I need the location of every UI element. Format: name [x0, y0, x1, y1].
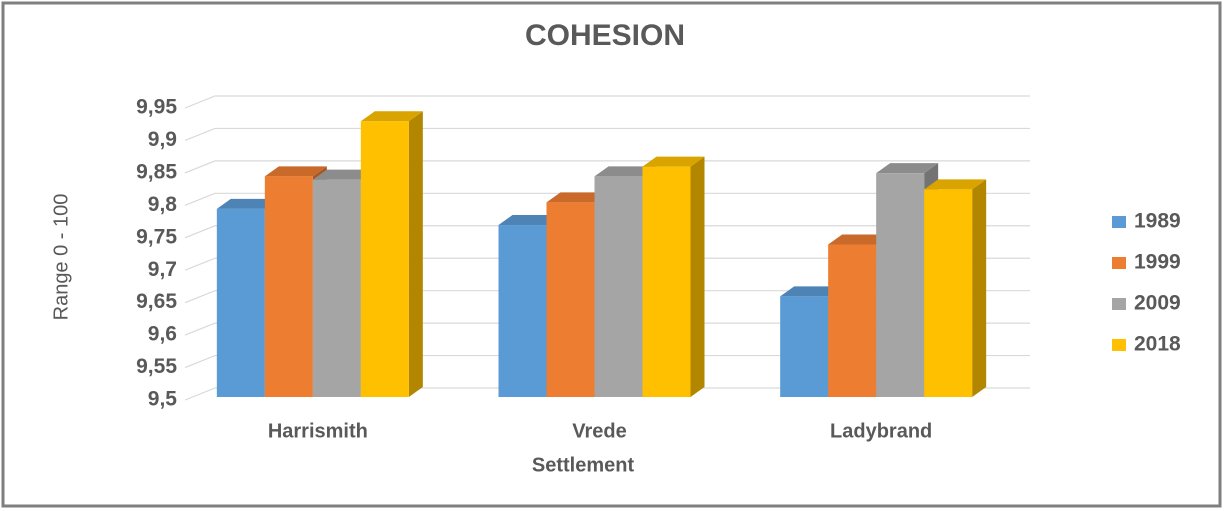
x-tick-label: Harrismith	[268, 420, 368, 442]
grid-line	[184, 160, 1030, 174]
x-tick-label: Vrede	[572, 420, 626, 442]
y-axis-title: Range 0 - 100	[50, 194, 72, 321]
legend-label: 2009	[1134, 292, 1181, 315]
bar-top	[876, 163, 939, 174]
legend-label: 2018	[1134, 333, 1181, 356]
bar-top	[546, 192, 609, 203]
bar	[546, 202, 595, 397]
grid-line	[184, 127, 1030, 142]
bar	[312, 179, 361, 397]
bar-top	[924, 179, 987, 190]
bar	[216, 208, 265, 397]
y-tick-label: 9,85	[136, 160, 177, 183]
y-tick-label: 9,55	[136, 355, 177, 378]
bar	[828, 244, 877, 397]
y-tick-label: 9,6	[148, 323, 177, 346]
bar-side	[408, 111, 423, 397]
bar-top	[360, 111, 423, 122]
bar	[360, 121, 409, 397]
bar-top	[312, 169, 375, 180]
legend-label: 1999	[1134, 251, 1181, 274]
y-tick-label: 9,65	[136, 290, 177, 313]
bar	[924, 189, 973, 397]
bar-top	[828, 234, 891, 245]
grid-line	[184, 192, 1030, 206]
bar	[594, 176, 643, 397]
legend-swatch	[1112, 298, 1126, 310]
grid-line	[184, 290, 1030, 304]
grid-line	[184, 322, 1030, 336]
bar-side	[690, 156, 705, 397]
legend-label: 1989	[1134, 210, 1181, 233]
bar-top	[216, 198, 279, 209]
x-tick-label: Ladybrand	[830, 420, 932, 442]
bar-top	[498, 215, 561, 226]
grid-line	[184, 225, 1030, 239]
y-tick-label: 9,75	[136, 225, 177, 248]
legend-swatch	[1112, 216, 1126, 228]
y-tick-label: 9,8	[148, 193, 178, 216]
y-tick-label: 9,7	[148, 258, 177, 281]
legend-swatch	[1112, 339, 1126, 351]
x-axis-title: Settlement	[532, 454, 635, 476]
bar-side	[972, 179, 987, 397]
bar	[498, 225, 547, 397]
bar	[642, 166, 691, 397]
bar	[264, 176, 313, 397]
grid-line	[184, 354, 1030, 369]
y-tick-label: 9,5	[148, 388, 178, 411]
bar-top	[594, 166, 657, 177]
grid-line	[184, 257, 1030, 271]
chart-title: COHESION	[525, 19, 685, 52]
y-tick-label: 9,95	[136, 96, 177, 119]
grid-line	[184, 95, 1030, 109]
y-tick-label: 9,9	[148, 128, 177, 151]
grid-line	[184, 387, 1030, 401]
bar-top	[642, 156, 705, 167]
bar	[876, 173, 925, 397]
legend-swatch	[1112, 257, 1126, 269]
bar	[780, 296, 829, 397]
bar-top	[264, 166, 327, 177]
bar-top	[780, 286, 843, 297]
